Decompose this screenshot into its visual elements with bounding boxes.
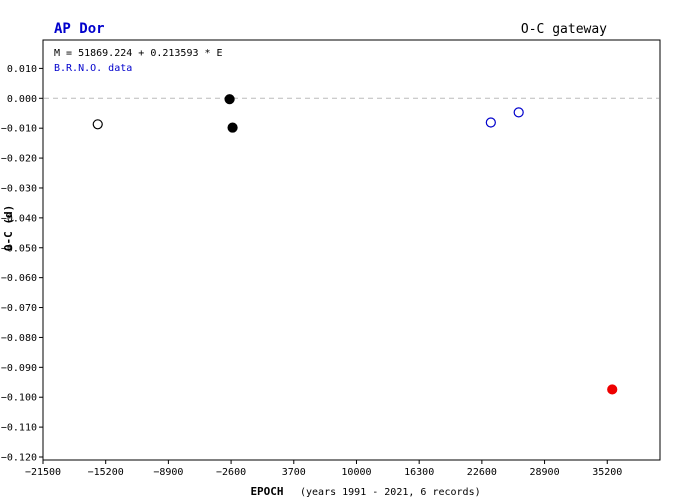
data-point-filled [227,122,238,133]
y-tick-label: −0.100 [1,393,37,404]
x-tick-label: 35200 [592,467,622,478]
data-point-filled [224,94,235,105]
x-axis-label: EPOCH [250,485,283,498]
y-tick-label: 0.010 [7,64,37,75]
y-tick-label: 0.000 [7,94,37,105]
y-tick-label: −0.070 [1,303,37,314]
y-tick-label: −0.090 [1,363,37,374]
data-points [92,94,618,395]
ephemeris-annotation: M = 51869.224 + 0.213593 * E [54,48,223,59]
y-axis-label: O-C (d) [2,205,15,251]
source-label: O-C gateway [521,22,607,37]
y-tick-label: −0.060 [1,273,37,284]
x-tick-label: −15200 [88,467,124,478]
y-tick-label: −0.010 [1,124,37,135]
x-tick-label: −8900 [153,467,183,478]
data-point-filled [607,384,618,395]
x-tick-label: 10000 [341,467,371,478]
y-tick-label: −0.120 [1,453,37,464]
x-tick-label: 16300 [404,467,434,478]
plot-frame [42,39,661,461]
x-tick-label: 22600 [467,467,497,478]
data-point-open [513,107,524,118]
x-tick-label: −21500 [25,467,61,478]
x-tick-label: 28900 [530,467,560,478]
x-axis-ticks: −21500 −15200 −8900 −2600 3700 10000 16300 2260… [25,460,622,478]
y-tick-label: −0.050 [1,243,37,254]
y-tick-label: −0.110 [1,423,37,434]
data-source-annotation: B.R.N.O. data [54,63,132,74]
y-tick-label: −0.080 [1,333,37,344]
y-axis-ticks: 0.010 0.000 −0.010 −0.020 −0.030 −0.040 −0.050… [1,64,43,464]
chart-title: AP Dor [54,21,105,37]
data-point-open [92,119,103,130]
data-point-open [485,117,496,128]
x-axis-detail: (years 1991 - 2021, 6 records) [300,487,481,498]
y-tick-label: −0.040 [1,213,37,224]
x-tick-label: 3700 [282,467,306,478]
y-tick-label: −0.030 [1,183,37,194]
y-tick-label: −0.020 [1,154,37,165]
x-tick-label: −2600 [216,467,246,478]
